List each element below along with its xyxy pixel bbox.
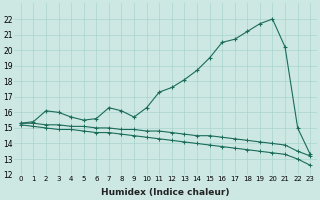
X-axis label: Humidex (Indice chaleur): Humidex (Indice chaleur) [101,188,230,197]
